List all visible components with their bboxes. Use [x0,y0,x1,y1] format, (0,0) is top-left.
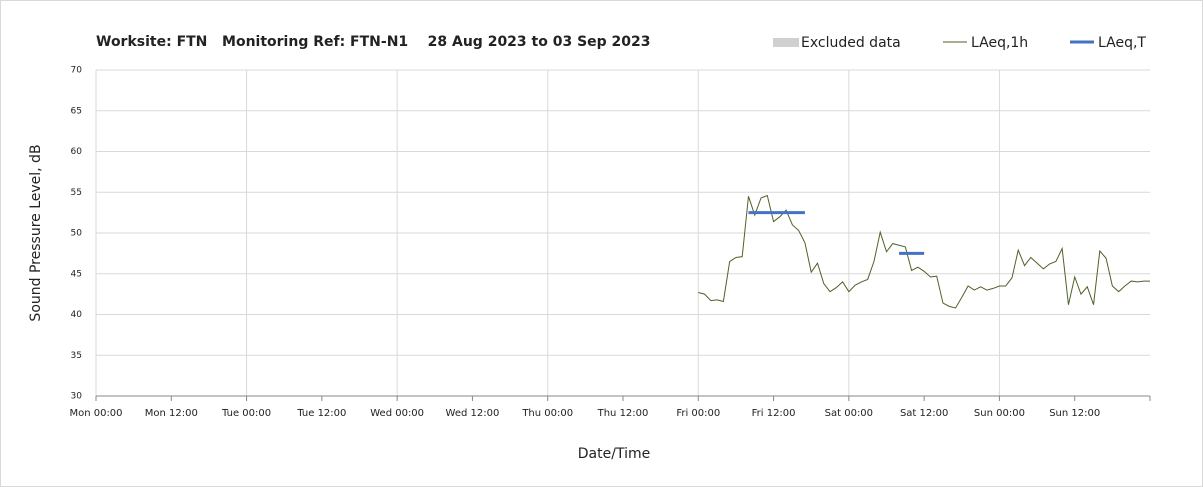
y-tick-label: 40 [71,310,83,320]
legend-label: Excluded data [801,35,901,51]
x-tick-label: Tue 12:00 [296,408,346,419]
y-tick-label: 45 [71,269,82,279]
x-tick-label: Wed 00:00 [370,408,424,419]
y-axis-label: Sound Pressure Level, dB [28,144,44,321]
x-tick-label: Sun 12:00 [1049,408,1100,419]
x-tick-label: Thu 00:00 [521,408,573,419]
x-tick-label: Wed 12:00 [446,408,500,419]
x-tick-label: Sat 12:00 [900,408,948,419]
x-tick-label: Fri 12:00 [752,408,796,419]
y-tick-label: 30 [71,392,83,402]
x-tick-label: Mon 00:00 [69,408,122,419]
y-tick-label: 60 [71,147,83,157]
y-tick-label: 55 [71,188,82,198]
x-tick-label: Sun 00:00 [974,408,1025,419]
chart-title: Worksite: FTN Monitoring Ref: FTN-N1 28 … [96,34,651,50]
legend-label: LAeq,1h [971,35,1028,51]
x-tick-label: Tue 00:00 [221,408,271,419]
y-tick-label: 35 [71,351,82,361]
x-tick-label: Mon 12:00 [145,408,198,419]
legend-swatch [773,38,799,47]
y-tick-label: 65 [71,106,82,116]
x-tick-label: Sat 00:00 [825,408,873,419]
y-tick-label: 70 [71,66,83,76]
x-axis-label: Date/Time [578,446,650,462]
x-tick-label: Thu 12:00 [597,408,649,419]
y-tick-label: 50 [71,229,83,239]
x-tick-label: Fri 00:00 [676,408,720,419]
legend-label: LAeq,T [1098,35,1146,51]
series-line [698,194,1150,309]
